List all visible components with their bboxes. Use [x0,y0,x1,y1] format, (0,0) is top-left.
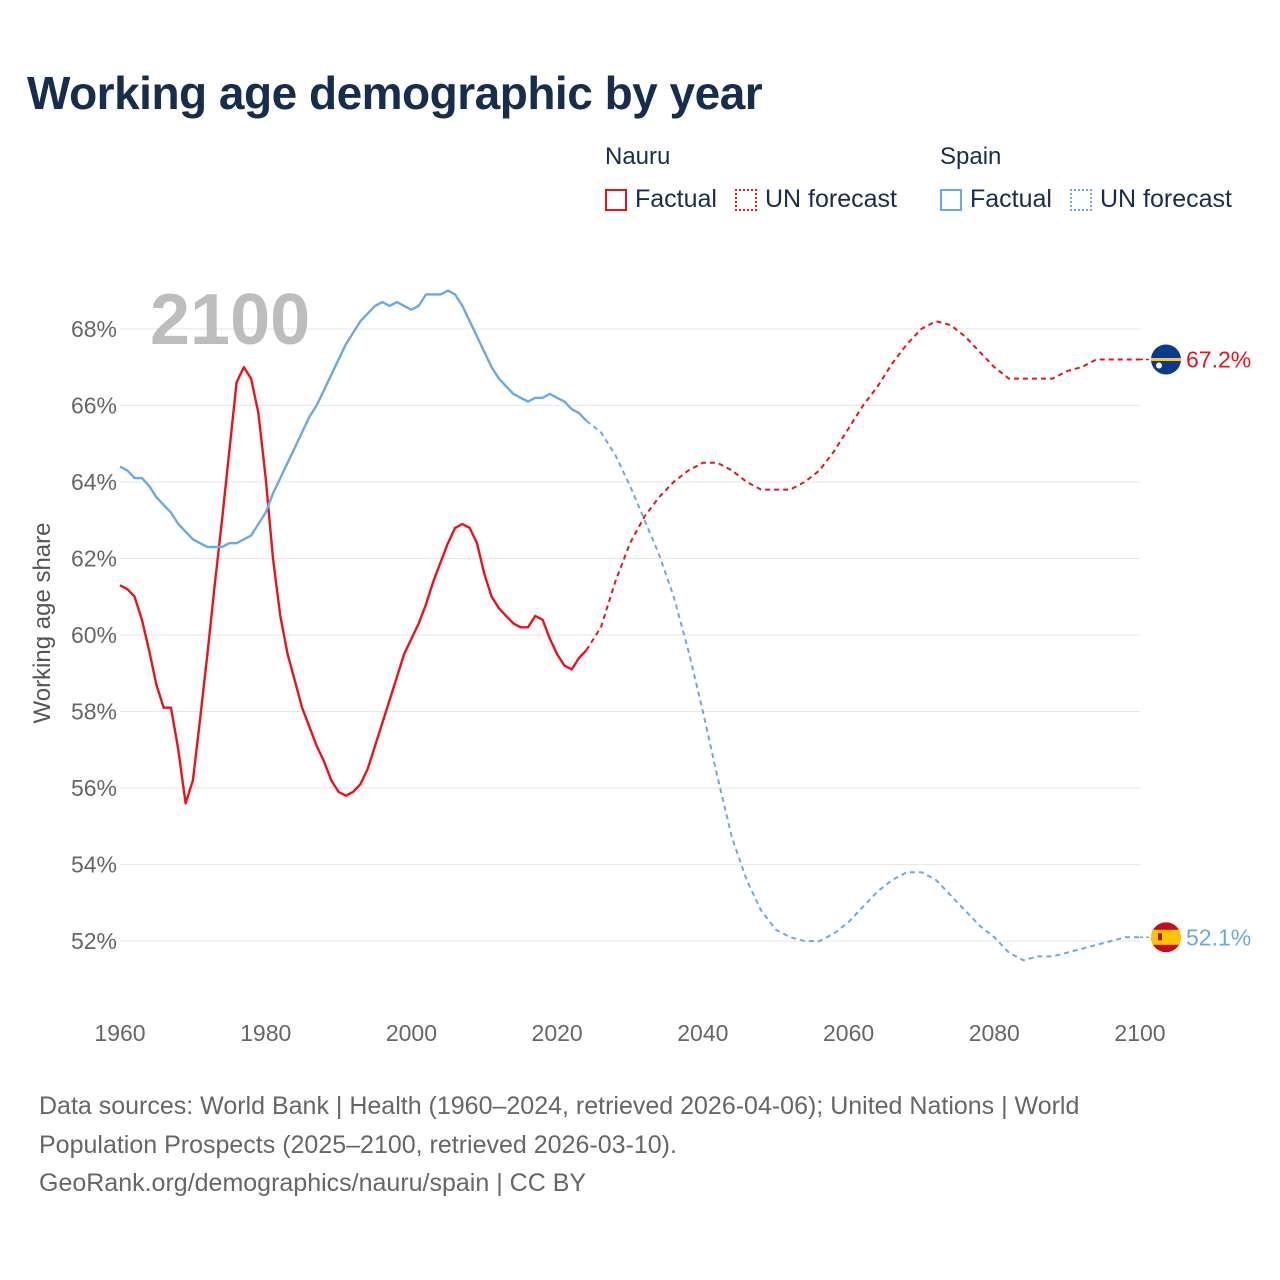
spain-factual-line [119,289,588,549]
legend-group-spain: Spain Factual UN forecast [940,143,1250,214]
series-lines [119,289,1140,962]
legend-group-nauru: Nauru Factual UN forecast [605,143,915,214]
x-tick-label: 2040 [677,1020,728,1046]
end-markers: 67.2% 52.1% [1140,344,1251,953]
legend-spain-factual[interactable]: Factual [940,185,1052,214]
y-axis-label: Working age share [29,523,56,724]
legend-label: UN forecast [764,185,897,213]
legend-label: UN forecast [1099,185,1232,213]
nauru-factual-line [119,365,588,805]
y-tick-label: 62% [71,545,117,571]
legend-label: Factual [970,185,1052,213]
flag-stripe [1151,929,1181,945]
legend-group-name: Spain [940,143,1002,170]
chart-title: Working age demographic by year [27,67,763,119]
nauru-flag-icon [1151,344,1181,375]
line-chart: 52% 54% 56% 58% 60% 62% 64% 66% 68% 1960 1980 2000… [29,280,1251,1046]
nauru-forecast-line [585,320,1140,651]
flag-star [1156,362,1162,369]
nauru-end-label: 67.2% [1186,346,1251,372]
flag-fill [1151,344,1181,375]
x-tick-label: 1980 [240,1020,291,1046]
grid-lines [120,328,1140,942]
legend-nauru-factual[interactable]: Factual [605,185,717,214]
legend-swatch-solid [940,188,962,211]
x-tick-label: 2060 [823,1020,874,1046]
flag-stripe [1151,357,1181,361]
legend-nauru-forecast[interactable]: UN forecast [734,185,897,214]
x-axis-ticks: 1960 1980 2000 2020 2040 2060 2080 2100 [94,1020,1165,1046]
legend-label: Factual [635,185,717,213]
x-tick-label: 1960 [94,1020,145,1046]
x-tick-label: 2020 [532,1020,583,1046]
x-tick-label: 2100 [1114,1020,1165,1046]
legend-spain-forecast[interactable]: UN forecast [1069,185,1232,214]
flag-emblem [1158,933,1162,941]
y-tick-label: 68% [71,316,117,342]
data-sources: Data sources: World Bank | Health (1960–… [39,1087,1219,1203]
flag-fill [1151,922,1181,953]
y-tick-label: 58% [71,699,117,725]
legend-swatch-solid [605,188,627,211]
legend-swatch-dotted [1069,188,1092,211]
legend-swatch-dotted [734,188,757,211]
sources-line-1: Data sources: World Bank | Health (1960–… [39,1092,1080,1120]
legend-group-name: Nauru [605,143,671,170]
sources-line-3: GeoRank.org/demographics/nauru/spain | C… [39,1169,587,1197]
y-tick-label: 54% [71,852,117,878]
x-tick-label: 2000 [386,1020,437,1046]
spain-forecast-line [585,419,1140,962]
y-tick-label: 52% [71,928,117,954]
y-axis-ticks: 52% 54% 56% 58% 60% 62% 64% 66% 68% [71,316,117,954]
year-watermark: 2100 [150,280,310,360]
sources-line-2: Population Prospects (2025–2100, retriev… [39,1130,677,1159]
y-tick-label: 64% [71,469,117,495]
y-tick-label: 56% [71,775,117,801]
y-tick-label: 66% [71,392,117,418]
spain-end-label: 52.1% [1186,924,1251,950]
spain-flag-icon [1151,922,1181,953]
y-tick-label: 60% [71,622,117,648]
x-tick-label: 2080 [969,1020,1020,1046]
